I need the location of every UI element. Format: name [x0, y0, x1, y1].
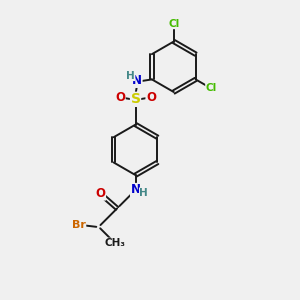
Text: Cl: Cl — [206, 82, 217, 93]
Text: N: N — [132, 74, 142, 87]
Text: H: H — [140, 188, 148, 198]
Text: N: N — [130, 184, 141, 196]
Text: O: O — [115, 91, 125, 104]
Text: CH₃: CH₃ — [104, 238, 125, 248]
Text: O: O — [95, 187, 106, 200]
Text: Cl: Cl — [168, 19, 179, 29]
Text: Br: Br — [72, 220, 86, 230]
Text: S: S — [130, 92, 141, 106]
Text: O: O — [146, 91, 156, 104]
Text: H: H — [126, 70, 135, 80]
